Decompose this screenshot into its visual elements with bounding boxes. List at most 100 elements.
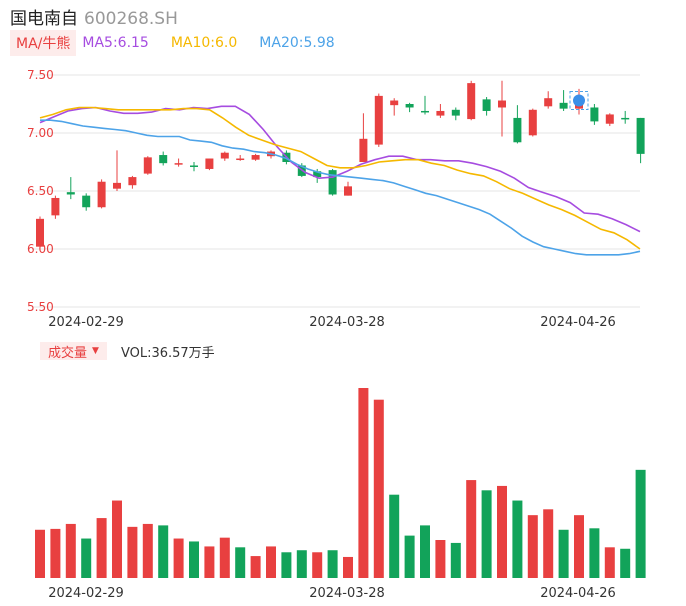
volume-bar — [35, 529, 45, 578]
candle-body — [528, 109, 537, 136]
candle-body — [159, 155, 168, 164]
volume-bar — [189, 541, 199, 578]
x-tick-label: 2024-02-29 — [48, 315, 124, 330]
volume-bar — [373, 399, 384, 578]
badge-icon[interactable] — [569, 91, 589, 111]
candle-body — [251, 155, 260, 160]
volume-bar — [404, 535, 415, 578]
candle-body — [344, 186, 352, 196]
candle-body — [328, 170, 337, 195]
volume-bar — [312, 552, 323, 578]
stock-name: 国电南自 — [10, 9, 78, 29]
volume-bar — [604, 547, 615, 578]
volume-bar — [127, 526, 138, 578]
volume-bars — [35, 388, 646, 578]
volume-bar — [635, 469, 646, 578]
volume-bar — [558, 529, 569, 578]
volume-bar — [481, 490, 492, 578]
volume-bar — [266, 546, 276, 578]
volume-bar — [219, 537, 230, 578]
candle-body — [66, 192, 75, 195]
x-tick-label: 2024-04-26 — [540, 586, 616, 601]
candle-body — [128, 177, 137, 186]
candle-body — [390, 100, 399, 106]
candle-body — [190, 165, 198, 167]
candle-body — [467, 83, 476, 120]
candle-body — [143, 157, 152, 174]
volume-bar — [65, 523, 76, 578]
candle-body — [220, 152, 229, 159]
volume-indicator-dropdown[interactable]: 成交量 ▼ — [40, 342, 107, 361]
candle-body — [205, 158, 214, 169]
x-tick-label: 2024-03-28 — [309, 315, 385, 330]
candle-body — [82, 195, 91, 208]
candle-body — [451, 109, 460, 116]
volume-bar — [96, 518, 107, 578]
y-tick-label: 5.50 — [27, 300, 54, 314]
volume-bar — [574, 515, 584, 578]
stock-title: 国电南自 600268.SH — [10, 4, 178, 29]
candle-body — [544, 98, 553, 107]
ma-lines — [39, 105, 641, 256]
volume-bar — [543, 509, 554, 578]
ma-indicator-tab[interactable]: MA/牛熊 — [10, 30, 77, 56]
ma5-legend: MA5:6.15 — [82, 35, 149, 51]
volume-bar — [512, 500, 523, 578]
volume-bar — [343, 556, 353, 578]
volume-bar — [389, 494, 400, 578]
y-tick-label: 7.50 — [27, 68, 54, 82]
x-tick-label: 2024-04-26 — [540, 315, 616, 330]
candle-body — [36, 218, 44, 247]
y-tick-label: 7.00 — [27, 126, 54, 140]
volume-bar — [250, 556, 261, 578]
candle-body — [174, 163, 183, 165]
volume-bar — [296, 550, 307, 578]
candle-body — [113, 182, 121, 189]
candle-body — [590, 107, 599, 122]
ma10-legend: MA10:6.0 — [170, 35, 238, 51]
volume-bar — [142, 523, 153, 578]
badge-frame — [569, 91, 589, 111]
volume-bar — [112, 500, 122, 578]
x-tick-label: 2024-03-28 — [309, 586, 385, 601]
ma20-legend: MA20:5.98 — [259, 35, 335, 51]
candlestick-series — [36, 80, 645, 249]
volume-bar — [50, 528, 61, 578]
candle-body — [482, 99, 491, 111]
candle-body — [313, 171, 322, 178]
volume-bar — [466, 480, 477, 578]
volume-value: VOL:36.57万手 — [120, 345, 215, 361]
volume-header: 成交量 ▼ VOL:36.57万手 — [40, 342, 215, 361]
volume-bar — [327, 550, 338, 578]
candle-body — [621, 117, 630, 120]
candle-body — [498, 100, 506, 108]
caret-down-icon: ▼ — [92, 346, 99, 356]
price-axis-labels: 7.507.006.506.005.50 — [27, 68, 54, 314]
candle-body — [636, 117, 645, 154]
volume-bar — [358, 388, 369, 578]
candle-body — [359, 138, 368, 162]
x-tick-label: 2024-02-29 — [48, 586, 124, 601]
volume-bar — [450, 542, 461, 578]
badge-dot — [573, 94, 585, 107]
volume-bar — [81, 538, 92, 578]
candle-body — [513, 117, 522, 143]
volume-bar — [497, 485, 507, 578]
y-tick-label: 6.50 — [27, 184, 54, 198]
candle-body — [405, 104, 414, 108]
candle-body — [605, 114, 614, 124]
volume-bar — [235, 547, 246, 578]
ma20-line — [40, 119, 641, 256]
volume-tab-label: 成交量 — [48, 345, 88, 361]
stock-code: 600268.SH — [84, 9, 178, 29]
volume-bar — [589, 528, 600, 578]
volume-bar — [435, 540, 446, 578]
candle-body — [236, 158, 245, 161]
volume-bar — [281, 552, 292, 578]
ma5-line — [39, 105, 641, 233]
volume-bar — [158, 525, 169, 578]
ma-legend: MA/牛熊 MA5:6.15 MA10:6.0 MA20:5.98 — [10, 30, 357, 56]
volume-bar — [620, 548, 631, 578]
volume-bar — [527, 515, 538, 578]
